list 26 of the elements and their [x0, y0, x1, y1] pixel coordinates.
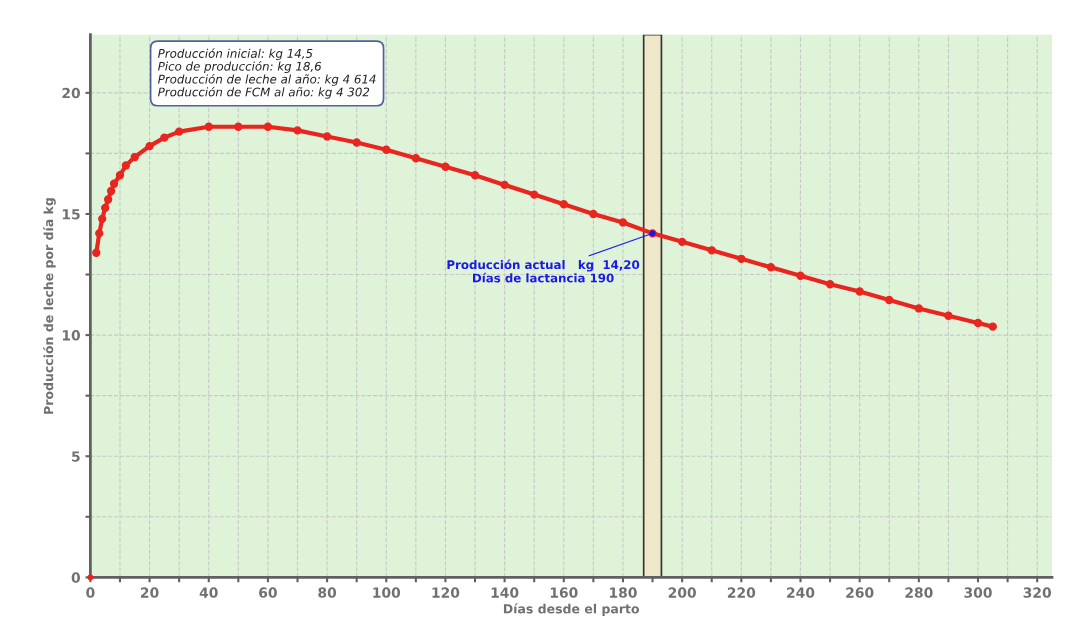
- x-tick-label: 260: [846, 587, 874, 598]
- x-tick-label: 0: [86, 587, 95, 598]
- x-tick-label: 20: [141, 587, 159, 598]
- x-tick-label: 240: [787, 587, 815, 598]
- x-tick-label: 140: [491, 587, 519, 598]
- x-tick-label: 180: [610, 587, 637, 598]
- y-tick-label: 15: [62, 209, 80, 220]
- y-tick-label: 0: [71, 572, 80, 583]
- x-tick-label: 120: [432, 587, 460, 598]
- annotation: Producción actual kg 14,20 Días de lactancia 190: [447, 259, 640, 283]
- x-tick-label: 40: [199, 587, 218, 598]
- x-tick-label: 280: [905, 587, 933, 598]
- x-tick-label: 60: [259, 587, 277, 598]
- x-tick-label: 320: [1023, 587, 1052, 598]
- x-tick-label: 160: [550, 587, 578, 598]
- x-tick-label: 80: [318, 587, 337, 598]
- x-tick-label: 200: [668, 587, 696, 598]
- y-axis-title: Producción de leche por día kg: [43, 198, 56, 414]
- x-tick-label: 300: [964, 587, 992, 598]
- y-tick-label: 5: [72, 451, 80, 462]
- x-tick-label: 100: [373, 587, 401, 598]
- x-axis-title: Días desde el parto: [503, 603, 640, 616]
- annotation: Producción inicial: kg 14,5 Pico de producción: kg 18,6 Producción de leche al año: kg 4 614 Producción de FCM al año: kg 4 302: [158, 48, 376, 99]
- y-tick-label: 20: [62, 87, 80, 99]
- y-tick-label: 10: [62, 330, 80, 341]
- x-tick-label: 220: [727, 587, 756, 598]
